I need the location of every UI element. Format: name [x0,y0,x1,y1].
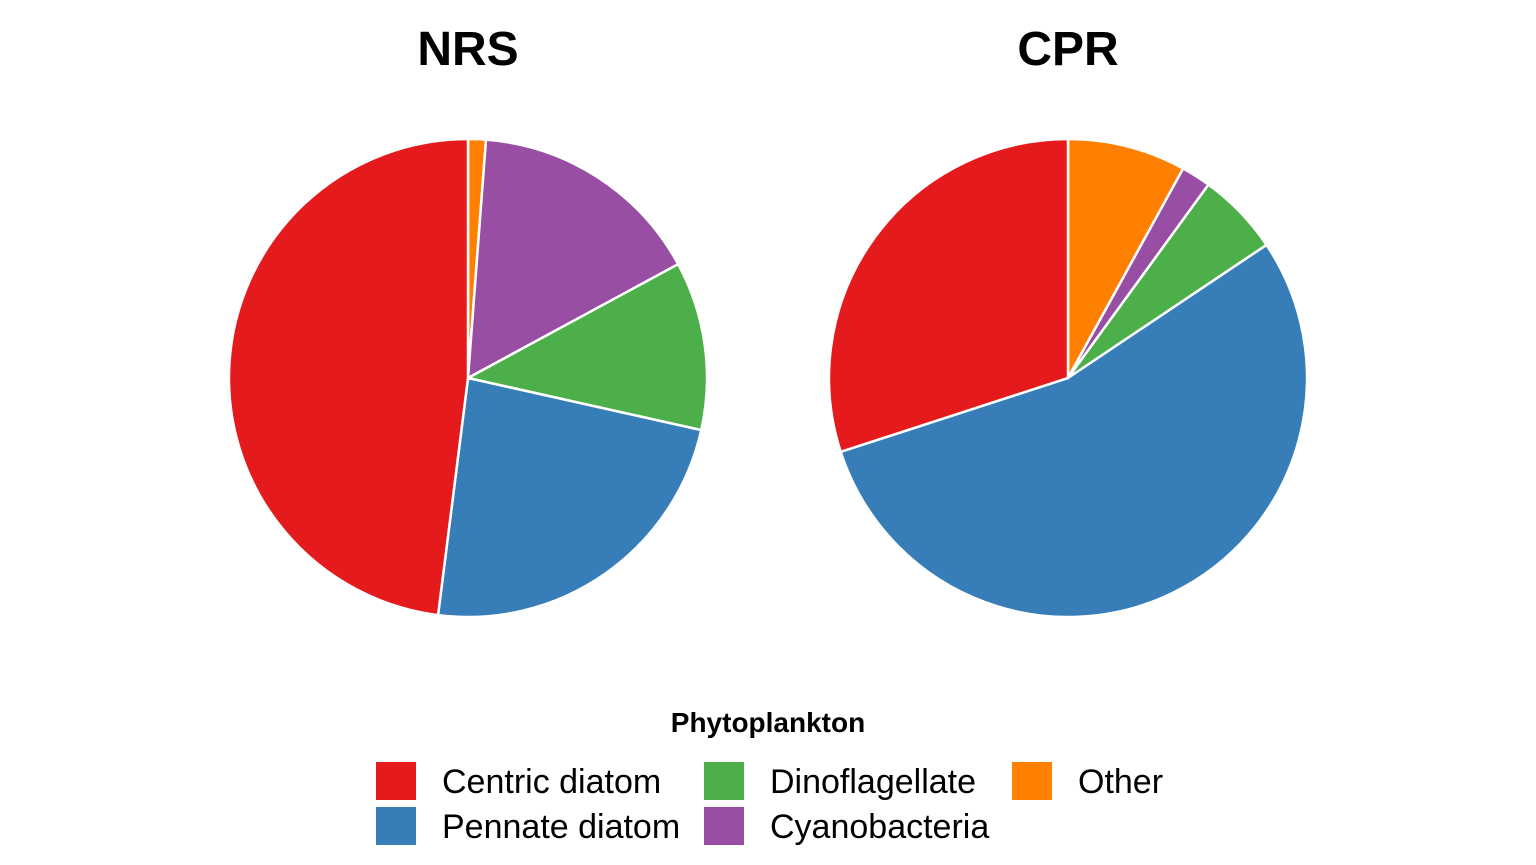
legend-label-other: Other [1078,763,1163,801]
nrs-panel: NRS [227,23,709,619]
legend-item-pennate-diatom: Pennate diatom [376,807,680,846]
legend-item-dinoflagellate: Dinoflagellate [704,762,976,801]
cpr-pie [827,137,1309,619]
legend-title: Phytoplankton [671,707,865,738]
cpr-slice-centric-diatom [827,137,1070,454]
cpr-panel-title: CPR [1017,23,1118,76]
legend-swatch-centric-diatom [376,762,416,800]
legend-label-dinoflagellate: Dinoflagellate [770,763,976,801]
nrs-panel-title: NRS [417,23,518,76]
legend-items: Centric diatom Pennate diatom Dinoflagella… [376,762,1163,846]
legend-item-cyanobacteria: Cyanobacteria [704,807,989,846]
nrs-slice-dinoflagellate [466,262,709,432]
nrs-slice-pennate-diatom [436,376,703,619]
cpr-slice-pennate-diatom [839,243,1309,619]
legend-label-pennate-diatom: Pennate diatom [442,808,680,846]
legend-label-cyanobacteria: Cyanobacteria [770,808,989,846]
legend: Phytoplankton Centric diatom Pennate diat… [376,707,1163,846]
legend-label-centric-diatom: Centric diatom [442,763,661,801]
cpr-panel: CPR [827,23,1309,619]
nrs-pie [227,137,709,619]
legend-swatch-other [1012,762,1052,800]
legend-swatch-cyanobacteria [704,807,744,845]
legend-item-centric-diatom: Centric diatom [376,762,661,801]
legend-swatch-dinoflagellate [704,762,744,800]
nrs-slice-cyanobacteria [466,138,680,380]
legend-item-other: Other [1012,762,1163,801]
nrs-slice-centric-diatom [227,137,470,617]
legend-swatch-pennate-diatom [376,807,416,845]
cpr-slice-other [1066,137,1185,380]
